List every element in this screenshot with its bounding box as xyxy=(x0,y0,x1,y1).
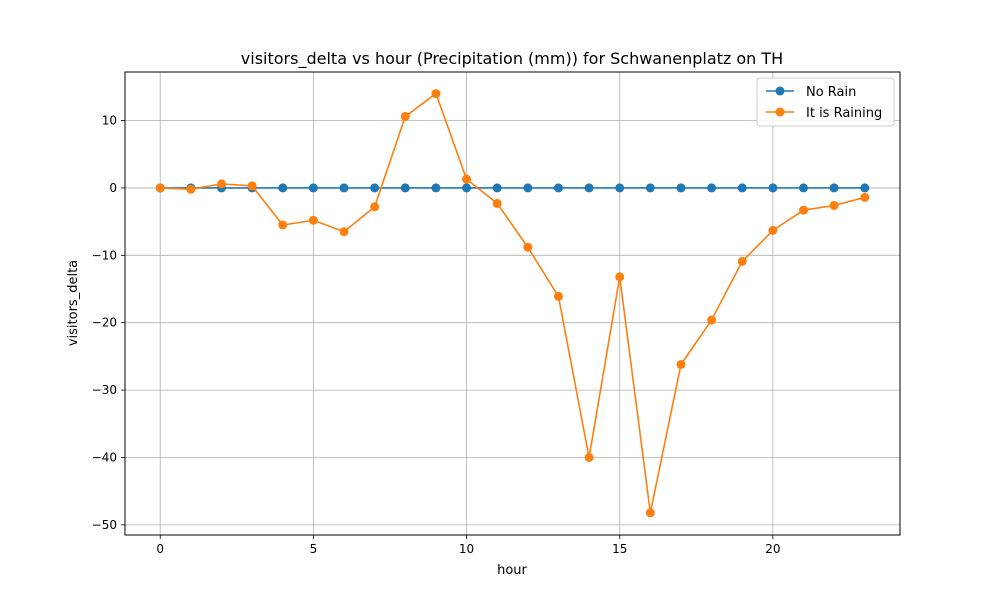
data-point-no-rain xyxy=(492,183,502,193)
axis-ticks: 0 5 10 15 20 −50 −40 −30 −20 −10 0 10 xyxy=(92,114,781,556)
data-point-no-rain xyxy=(645,183,655,193)
x-tick-label: 0 xyxy=(156,542,164,556)
data-point-it-is-raining xyxy=(615,272,625,282)
legend-label-no-rain: No Rain xyxy=(806,85,856,100)
x-tick-label: 20 xyxy=(765,542,780,556)
data-point-it-is-raining xyxy=(492,198,502,208)
y-tick-label: −50 xyxy=(92,518,117,532)
data-point-it-is-raining xyxy=(768,225,778,235)
data-point-no-rain xyxy=(676,183,686,193)
plot-frame xyxy=(124,71,901,536)
data-point-it-is-raining xyxy=(339,227,349,237)
data-point-it-is-raining xyxy=(676,359,686,369)
data-point-it-is-raining xyxy=(707,315,717,325)
x-axis-label: hour xyxy=(497,563,527,578)
data-point-it-is-raining xyxy=(553,291,563,301)
data-point-no-rain xyxy=(829,183,839,193)
data-point-it-is-raining xyxy=(860,192,870,202)
data-point-no-rain xyxy=(431,183,441,193)
data-point-it-is-raining xyxy=(247,181,257,191)
legend: No Rain It is Raining xyxy=(756,77,895,127)
data-point-no-rain xyxy=(615,183,625,193)
y-tick-label: −10 xyxy=(92,248,117,262)
x-tick-label: 5 xyxy=(310,542,318,556)
data-point-it-is-raining xyxy=(155,183,165,193)
data-point-no-rain xyxy=(339,183,349,193)
x-tick-label: 15 xyxy=(612,542,627,556)
data-point-it-is-raining xyxy=(186,184,196,194)
y-tick-label: −20 xyxy=(92,316,117,330)
y-tick-label: 10 xyxy=(102,114,117,128)
data-point-no-rain xyxy=(799,183,809,193)
data-point-it-is-raining xyxy=(829,200,839,210)
data-point-it-is-raining xyxy=(523,242,533,252)
data-point-it-is-raining xyxy=(645,508,655,518)
data-point-no-rain xyxy=(860,183,870,193)
series-group xyxy=(155,89,870,518)
data-point-it-is-raining xyxy=(370,202,380,212)
x-tick-label: 10 xyxy=(459,542,474,556)
data-point-it-is-raining xyxy=(462,174,472,184)
data-point-no-rain xyxy=(400,183,410,193)
y-axis-label: visitors_delta xyxy=(66,260,81,346)
legend-marker-raining xyxy=(775,107,785,117)
data-point-it-is-raining xyxy=(216,179,226,189)
legend-label-raining: It is Raining xyxy=(806,106,882,121)
data-point-it-is-raining xyxy=(737,256,747,266)
y-tick-label: 0 xyxy=(109,181,117,195)
data-point-it-is-raining xyxy=(278,220,288,230)
chart-title: visitors_delta vs hour (Precipitation (m… xyxy=(241,49,783,69)
data-point-no-rain xyxy=(768,183,778,193)
data-point-no-rain xyxy=(523,183,533,193)
data-point-no-rain xyxy=(462,183,472,193)
data-point-no-rain xyxy=(370,183,380,193)
legend-box xyxy=(756,77,895,127)
data-point-no-rain xyxy=(584,183,594,193)
data-point-no-rain xyxy=(553,183,563,193)
data-point-it-is-raining xyxy=(799,205,809,215)
data-point-no-rain xyxy=(278,183,288,193)
series-line-it-is-raining xyxy=(160,92,865,513)
data-point-it-is-raining xyxy=(400,111,410,121)
data-point-it-is-raining xyxy=(431,89,441,99)
legend-marker-no-rain xyxy=(775,86,785,96)
y-tick-label: −30 xyxy=(92,383,117,397)
data-point-it-is-raining xyxy=(308,215,318,225)
data-point-no-rain xyxy=(737,183,747,193)
data-point-it-is-raining xyxy=(584,452,594,462)
data-point-no-rain xyxy=(707,183,717,193)
y-tick-label: −40 xyxy=(92,450,117,464)
data-point-no-rain xyxy=(308,183,318,193)
